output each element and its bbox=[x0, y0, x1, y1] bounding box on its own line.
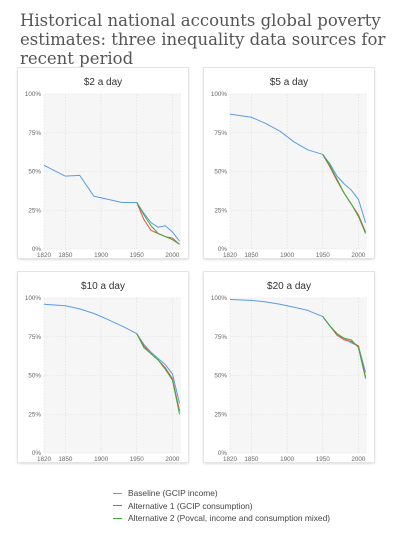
series-line-alt2-10-a-day bbox=[136, 333, 181, 415]
x-tick-5-a-day-2: 1900 bbox=[280, 252, 295, 258]
chart-20-a-day: $20 a day 0% 25% 50% 75% 100% 1820 1850 1900 1950… bbox=[211, 281, 367, 462]
x-tick-2-a-day-4: 2000 bbox=[165, 252, 180, 258]
panel-2-a-day: $2 a day 0% 25% 50% 75% 100% 1820 1850 1900 1950 2… bbox=[18, 68, 188, 258]
y-tick-2-a-day-1: 25% bbox=[28, 207, 41, 214]
x-tick-2-a-day-2: 1900 bbox=[94, 252, 109, 258]
x-tick-10-a-day-1: 1850 bbox=[58, 456, 73, 462]
panel-title-5-a-day: $5 a day bbox=[270, 77, 308, 88]
y-tick-5-a-day-0: 0% bbox=[218, 246, 228, 253]
y-tick-5-a-day-4: 100% bbox=[211, 91, 228, 98]
y-tick-20-a-day-0: 0% bbox=[218, 450, 228, 457]
y-tick-5-a-day-1: 25% bbox=[214, 207, 227, 214]
chart-2-a-day: $2 a day 0% 25% 50% 75% 100% 1820 1850 1900 1950 2… bbox=[25, 77, 181, 258]
x-tick-5-a-day-4: 2000 bbox=[351, 252, 366, 258]
x-tick-2-a-day-1: 1850 bbox=[58, 252, 73, 258]
x-tick-10-a-day-4: 2000 bbox=[165, 456, 180, 462]
panel-title-2-a-day: $2 a day bbox=[84, 77, 122, 88]
chart-10-a-day: $10 a day 0% 25% 50% 75% 100% 1820 1850 1900 1950… bbox=[25, 281, 181, 462]
x-tick-10-a-day-0: 1820 bbox=[37, 456, 52, 462]
y-tick-10-a-day-2: 50% bbox=[28, 373, 41, 380]
series-line-baseline-10-a-day bbox=[43, 303, 181, 404]
x-tick-20-a-day-2: 1900 bbox=[280, 456, 295, 462]
legend-item-alt1: Alternative 1 (GCIP consumption) bbox=[113, 500, 330, 513]
x-tick-20-a-day-0: 1820 bbox=[223, 456, 238, 462]
legend-label-alt1: Alternative 1 (GCIP consumption) bbox=[128, 500, 253, 511]
legend-swatch-alt1 bbox=[113, 505, 122, 507]
plot-area-20-a-day bbox=[230, 298, 367, 453]
y-tick-5-a-day-2: 50% bbox=[214, 169, 227, 176]
x-tick-20-a-day-3: 1950 bbox=[316, 456, 331, 462]
y-tick-10-a-day-0: 0% bbox=[32, 450, 42, 457]
legend-swatch-alt2 bbox=[113, 517, 122, 519]
x-tick-20-a-day-4: 2000 bbox=[351, 456, 366, 462]
legend-item-alt2: Alternative 2 (Povcal, income and consum… bbox=[113, 512, 330, 525]
series-line-alt2-5-a-day bbox=[322, 154, 367, 234]
chart-5-a-day: $5 a day 0% 25% 50% 75% 100% 1820 1850 1900 1950 2… bbox=[211, 77, 367, 258]
y-tick-2-a-day-4: 100% bbox=[25, 91, 42, 98]
panel-title-20-a-day: $20 a day bbox=[267, 281, 311, 292]
series-line-alt2-2-a-day bbox=[136, 202, 180, 245]
panel-10-a-day: $10 a day 0% 25% 50% 75% 100% 1820 1850 1900 1950… bbox=[18, 272, 188, 462]
series-line-alt2-20-a-day bbox=[322, 316, 367, 379]
y-tick-2-a-day-3: 75% bbox=[28, 130, 41, 137]
y-tick-10-a-day-1: 25% bbox=[28, 411, 41, 418]
legend: Baseline (GCIP income) Alternative 1 (GC… bbox=[113, 487, 330, 525]
x-tick-20-a-day-1: 1850 bbox=[244, 456, 259, 462]
y-tick-5-a-day-3: 75% bbox=[214, 130, 227, 137]
x-tick-10-a-day-2: 1900 bbox=[94, 456, 109, 462]
y-tick-20-a-day-4: 100% bbox=[211, 295, 228, 302]
y-tick-20-a-day-2: 50% bbox=[214, 373, 227, 380]
panel-title-10-a-day: $10 a day bbox=[81, 281, 125, 292]
legend-label-baseline: Baseline (GCIP income) bbox=[128, 488, 218, 499]
chart-title: Historical national accounts global pove… bbox=[20, 11, 386, 68]
x-tick-5-a-day-3: 1950 bbox=[316, 252, 331, 258]
x-tick-5-a-day-1: 1850 bbox=[244, 252, 259, 258]
panel-20-a-day: $20 a day 0% 25% 50% 75% 100% 1820 1850 1900 1950… bbox=[204, 272, 374, 462]
x-tick-5-a-day-0: 1820 bbox=[223, 252, 238, 258]
x-tick-2-a-day-0: 1820 bbox=[37, 252, 52, 258]
y-tick-10-a-day-4: 100% bbox=[25, 295, 42, 302]
x-tick-10-a-day-3: 1950 bbox=[130, 456, 145, 462]
y-tick-10-a-day-3: 75% bbox=[28, 334, 41, 341]
x-tick-2-a-day-3: 1950 bbox=[130, 252, 145, 258]
legend-swatch-baseline bbox=[113, 492, 122, 494]
y-tick-2-a-day-2: 50% bbox=[28, 169, 41, 176]
y-tick-20-a-day-3: 75% bbox=[214, 334, 227, 341]
legend-item-baseline: Baseline (GCIP income) bbox=[113, 487, 330, 500]
plot-area-2-a-day bbox=[44, 94, 181, 249]
panel-5-a-day: $5 a day 0% 25% 50% 75% 100% 1820 1850 1900 1950 2… bbox=[204, 68, 374, 258]
legend-label-alt2: Alternative 2 (Povcal, income and consum… bbox=[128, 513, 331, 524]
y-tick-2-a-day-0: 0% bbox=[32, 246, 42, 253]
y-tick-20-a-day-1: 25% bbox=[214, 411, 227, 418]
